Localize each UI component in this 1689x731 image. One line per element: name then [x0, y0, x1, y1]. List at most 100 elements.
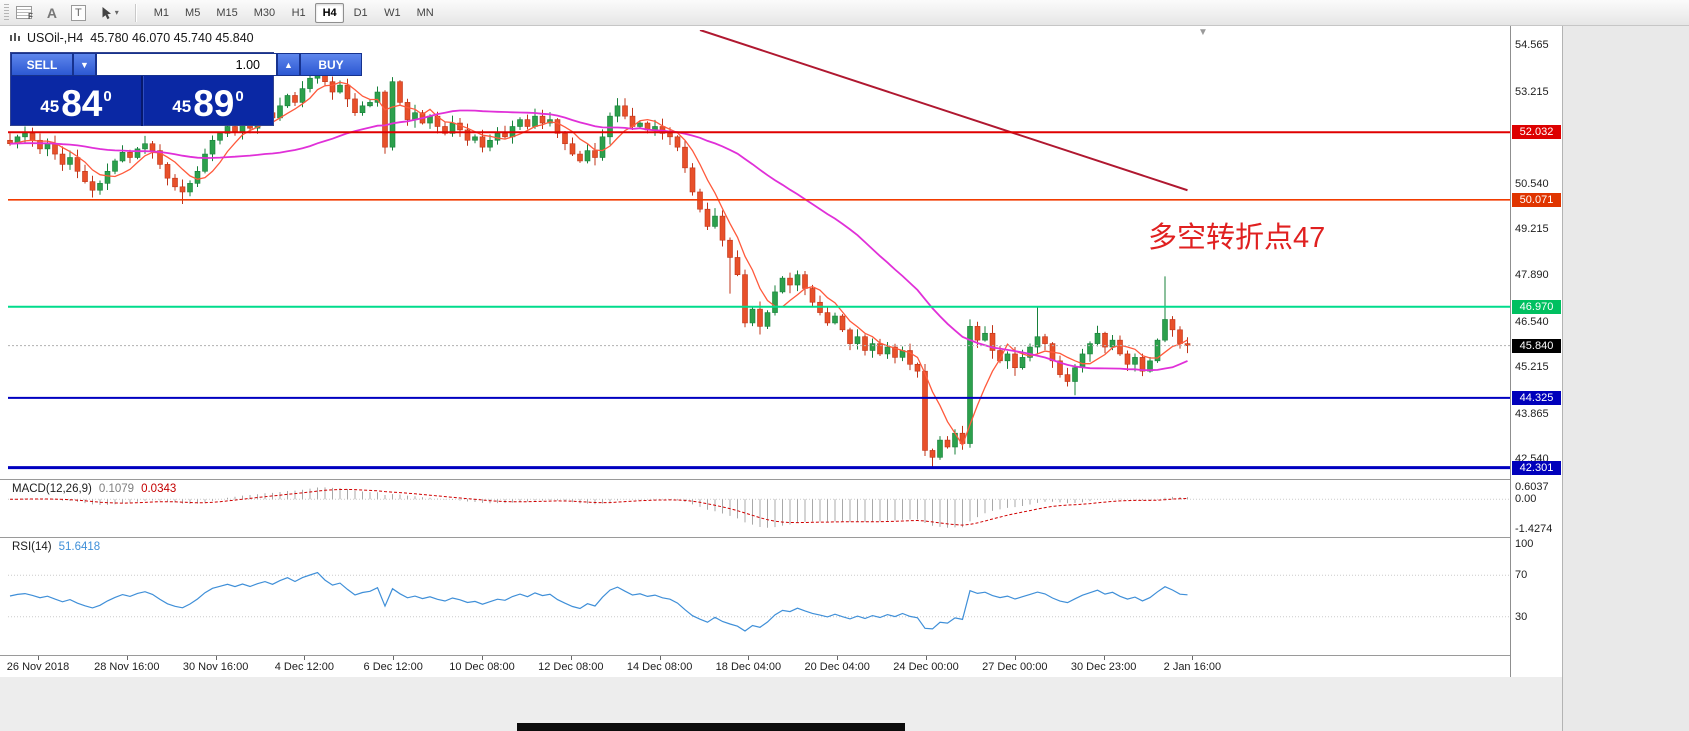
panel-separator-macd[interactable] [0, 479, 1562, 480]
time-axis-tick [38, 656, 39, 660]
rsi-axis-label: 30 [1515, 610, 1528, 623]
shapes-dropdown-icon[interactable]: ▾ [100, 3, 119, 23]
chart-shift-marker-icon: ▼ [1198, 27, 1208, 38]
timeframe-button-m30[interactable]: M30 [247, 3, 282, 23]
time-axis-tick [1014, 656, 1016, 660]
sell-price-pip: 0 [103, 88, 112, 105]
macd-axis-label: 0.00 [1515, 493, 1537, 506]
price-level-tag: 46.970 [1512, 299, 1561, 314]
price-axis-label: 50.540 [1515, 177, 1549, 190]
time-axis-tick [837, 656, 839, 660]
time-axis-label: 24 Dec 00:00 [893, 661, 959, 673]
time-axis-label: 28 Nov 16:00 [94, 661, 160, 673]
rsi-name: RSI(14) [12, 541, 52, 553]
time-axis-tick [1103, 656, 1105, 660]
timeframe-button-mn[interactable]: MN [410, 3, 441, 23]
time-axis-label: 2 Jan 16:00 [1163, 661, 1222, 673]
buy-button[interactable]: BUY [300, 53, 362, 76]
grid-f-tool-icon[interactable]: F [16, 3, 33, 23]
price-level-tag: 42.301 [1512, 460, 1561, 475]
price-axis-label: 46.540 [1515, 315, 1549, 328]
price-axis[interactable]: 54.565 53.215 50.540 49.215 47.890 46.540 45.2… [1510, 26, 1562, 677]
macd-axis-label: -1.4274 [1515, 522, 1553, 535]
price-axis-label: 53.215 [1515, 85, 1549, 98]
chart-window [0, 26, 1562, 677]
timeframe-button-w1[interactable]: W1 [377, 3, 408, 23]
sell-button[interactable]: SELL [11, 53, 73, 76]
time-axis-label: 20 Dec 04:00 [804, 661, 870, 673]
right-gutter [1562, 26, 1689, 731]
chart-symbol-title: USOil-,H4 [27, 31, 84, 45]
grid-icon [16, 6, 32, 19]
text-tool-icon[interactable]: T [71, 3, 86, 23]
time-axis-label: 4 Dec 12:00 [274, 661, 335, 673]
time-axis-label: 12 Dec 08:00 [538, 661, 604, 673]
time-axis-label: 14 Dec 08:00 [626, 661, 693, 673]
time-axis-tick [570, 656, 572, 660]
time-axis-tick [482, 656, 483, 660]
volume-input[interactable] [96, 53, 277, 76]
rsi-axis-label: 70 [1515, 569, 1528, 582]
one-click-trading-panel: SELL ▼ ▲ BUY 45 84 0 45 89 0 [10, 52, 362, 126]
cursor-arrow-icon [102, 6, 111, 19]
buy-price-base: 45 [172, 97, 192, 116]
sell-price[interactable]: 45 84 0 [11, 76, 141, 126]
macd-axis-label: 0.6037 [1515, 480, 1549, 493]
buy-price-big: 89 [193, 83, 235, 124]
time-axis-label: 10 Dec 08:00 [449, 661, 515, 673]
time-axis-label: 18 Dec 04:00 [715, 661, 782, 673]
time-axis-label: 27 Dec 00:00 [982, 661, 1048, 673]
time-axis-tick [215, 656, 217, 660]
rsi-value: 51.6418 [58, 541, 101, 553]
timeframe-button-d1[interactable]: D1 [346, 3, 375, 23]
time-axis-label: 6 Dec 12:00 [363, 661, 423, 673]
time-axis-tick [126, 656, 128, 660]
grid-f-letter: F [28, 12, 33, 21]
letter-a-icon: A [46, 4, 58, 21]
price-axis-label: 43.865 [1515, 407, 1549, 420]
buy-price[interactable]: 45 89 0 [143, 76, 273, 126]
price-axis-label: 47.890 [1515, 269, 1549, 282]
timeframe-button-m15[interactable]: M15 [209, 3, 244, 23]
rsi-axis-label: 100 [1515, 538, 1534, 550]
macd-canvas[interactable] [0, 480, 1510, 536]
time-axis-tick [926, 656, 927, 660]
time-axis-tick [393, 656, 395, 660]
time-axis[interactable]: 26 Nov 2018 28 Nov 16:00 30 Nov 16:00 4 Dec… [0, 656, 1510, 677]
price-axis-label: 54.565 [1515, 38, 1549, 51]
timeframe-button-h1[interactable]: H1 [284, 3, 313, 23]
time-axis-label: 30 Dec 23:00 [1070, 661, 1137, 673]
time-axis-tick [304, 656, 306, 660]
text-label-tool-icon[interactable]: A [47, 3, 57, 23]
sell-price-big: 84 [61, 83, 103, 124]
toolbar: F A T ▾ M1 M5 M15 M30 H1 H4 D1 W1 MN [0, 0, 1689, 26]
timeframe-button-h4[interactable]: H4 [315, 2, 345, 23]
volume-up-button[interactable]: ▲ [277, 53, 300, 76]
bottom-strip [0, 677, 1562, 731]
price-axis-label: 45.215 [1515, 361, 1549, 374]
timeframe-button-m5[interactable]: M5 [178, 3, 207, 23]
macd-signal-value: 0.0343 [141, 483, 177, 495]
toolbar-grip[interactable] [4, 3, 9, 22]
macd-label: MACD(12,26,9) 0.1079 0.0343 [12, 483, 176, 495]
chart-annotation-text: 多空转折点47 [1148, 222, 1326, 254]
rsi-label: RSI(14) 51.6418 [12, 541, 100, 553]
price-level-tag: 44.325 [1512, 390, 1561, 405]
current-price-tag: 45.840 [1512, 338, 1561, 353]
rsi-canvas[interactable] [0, 538, 1510, 654]
time-axis-tick [659, 656, 661, 660]
price-level-tag: 52.032 [1512, 125, 1561, 140]
price-axis-label: 49.215 [1515, 223, 1549, 236]
time-axis-tick [748, 656, 750, 660]
buy-price-pip: 0 [235, 88, 244, 105]
volume-down-button[interactable]: ▼ [73, 53, 96, 76]
toolbar-separator [134, 3, 136, 22]
timeframe-button-m1[interactable]: M1 [147, 3, 176, 23]
chart-header: USOil-,H4 45.780 46.070 45.740 45.840 [10, 31, 254, 45]
panel-separator-rsi[interactable] [0, 537, 1562, 538]
time-axis-label: 26 Nov 2018 [6, 661, 70, 673]
macd-main-value: 0.1079 [98, 483, 135, 495]
trade-panel-divider [141, 76, 143, 126]
chart-ohlc-values: 45.780 46.070 45.740 45.840 [90, 31, 254, 45]
